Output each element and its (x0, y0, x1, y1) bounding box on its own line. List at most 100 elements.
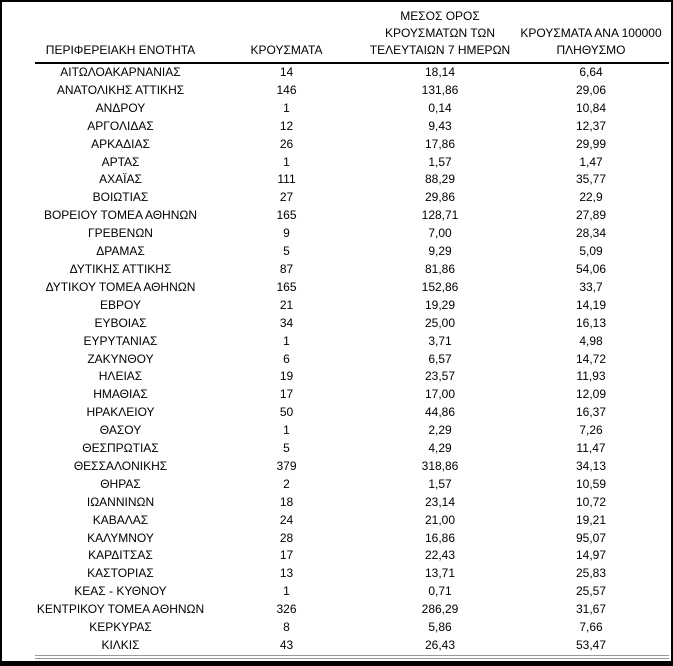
table-row: ΕΥΡΥΤΑΝΙΑΣ 1 3,71 4,98 (35, 333, 669, 351)
region-name-cell: ΔΥΤΙΚΗΣ ΑΤΤΙΚΗΣ (69, 261, 172, 276)
region-name-cell: ΗΜΑΘΙΑΣ (93, 387, 148, 402)
avg-7day-cell: 13,71 (424, 566, 456, 581)
cases-cell: 5 (283, 441, 290, 456)
table-row: ΗΛΕΙΑΣ 19 23,57 11,93 (35, 368, 669, 386)
per-100k-cell: 33,7 (579, 279, 603, 294)
region-name-cell: ΚΕΡΚΥΡΑΣ (89, 620, 152, 635)
avg-7day-cell: 9,29 (428, 244, 452, 259)
region-name-cell: ΘΑΣΟΥ (99, 423, 142, 438)
table-row: ΕΥΒΟΙΑΣ 34 25,00 16,13 (35, 315, 669, 333)
per-100k-cell: 31,67 (575, 602, 607, 617)
table-row: ΚΑΛΥΜΝΟΥ 28 16,86 95,07 (35, 530, 669, 548)
cases-cell: 5 (283, 244, 290, 259)
cases-cell: 6 (283, 351, 290, 366)
table-row: ΚΑΡΔΙΤΣΑΣ 17 22,43 14,97 (35, 547, 669, 565)
cases-cell: 17 (279, 387, 294, 402)
per-100k-cell: 25,57 (575, 584, 607, 599)
region-name-cell: ΔΥΤΙΚΟΥ ΤΟΜΕΑ ΑΘΗΝΩΝ (45, 279, 196, 294)
avg-7day-cell: 29,86 (424, 190, 456, 205)
column-header-region: ΠΕΡΙΦΕΡΕΙΑΚΗ ΕΝΟΤΗΤΑ (35, 8, 206, 64)
per-100k-cell: 6,64 (579, 65, 603, 79)
avg-7day-cell: 0,71 (428, 584, 452, 599)
per-100k-cell: 35,77 (575, 172, 607, 187)
table-row: ΑΡΓΟΛΙΔΑΣ 12 9,43 12,37 (35, 118, 669, 136)
per-100k-cell: 19,21 (575, 512, 607, 527)
per-100k-cell: 11,93 (576, 369, 606, 384)
table-row: ΖΑΚΥΝΘΟΥ 6 6,57 14,72 (35, 351, 669, 369)
cases-cell: 14 (279, 65, 294, 79)
column-header-per-100k: ΚΡΟΥΣΜΑΤΑ ΑΝΑ 100000 ΠΛΗΘΥΣΜΟ (513, 8, 669, 64)
region-name-cell: ΑΝΑΤΟΛΙΚΗΣ ΑΤΤΙΚΗΣ (56, 82, 185, 97)
region-name-cell: ΘΕΣΣΑΛΟΝΙΚΗΣ (73, 458, 168, 473)
table-row: ΚΑΣΤΟΡΙΑΣ 13 13,71 25,83 (35, 565, 669, 583)
table-row: ΔΡΑΜΑΣ 5 9,29 5,09 (35, 243, 669, 261)
per-100k-cell: 14,19 (575, 297, 607, 312)
avg-7day-cell: 318,86 (421, 458, 459, 473)
avg-7day-cell: 131,86 (421, 82, 459, 97)
per-100k-cell: 34,13 (575, 458, 607, 473)
region-name-cell: ΒΟΙΩΤΙΑΣ (92, 190, 149, 205)
per-100k-cell: 22,9 (579, 190, 603, 205)
per-100k-cell: 12,09 (575, 387, 607, 402)
region-name-cell: ΚΑΣΤΟΡΙΑΣ (87, 566, 154, 581)
region-name-cell: ΑΡΚΑΔΙΑΣ (91, 136, 150, 151)
cases-cell: 17 (279, 548, 294, 563)
region-name-cell: ΑΧΑΪΑΣ (99, 172, 142, 187)
per-100k-cell: 29,99 (575, 136, 607, 151)
table-row: ΑΙΤΩΛΟΑΚΑΡΝΑΝΙΑΣ 14 18,14 6,64 (35, 63, 669, 82)
avg-7day-cell: 4,29 (428, 441, 452, 456)
table-body: ΑΙΤΩΛΟΑΚΑΡΝΑΝΙΑΣ 14 18,14 6,64 ΑΝΑΤΟΛΙΚΗΣ ΑΤ… (35, 63, 669, 657)
region-name-cell: ΑΡΓΟΛΙΔΑΣ (87, 118, 154, 133)
avg-7day-cell: 1,57 (428, 154, 452, 169)
region-name-cell: ΚΙΛΚΙΣ (101, 638, 140, 652)
cases-cell: 28 (279, 530, 294, 545)
avg-7day-cell: 1,57 (428, 476, 452, 491)
cases-cell: 1 (283, 100, 290, 115)
per-100k-cell: 14,72 (575, 351, 607, 366)
per-100k-cell: 28,34 (575, 226, 607, 241)
table-row: ΙΩΑΝΝΙΝΩΝ 18 23,14 10,72 (35, 494, 669, 512)
avg-7day-cell: 17,00 (424, 387, 456, 402)
region-name-cell: ΑΝΔΡΟΥ (95, 100, 146, 115)
cases-cell: 26 (279, 136, 294, 151)
cases-cell: 1 (283, 154, 290, 169)
per-100k-cell: 5,09 (579, 244, 603, 259)
per-100k-cell: 27,89 (575, 208, 607, 223)
table-row: ΘΑΣΟΥ 1 2,29 7,26 (35, 422, 669, 440)
avg-7day-cell: 19,29 (424, 297, 456, 312)
region-name-cell: ΔΡΑΜΑΣ (96, 244, 145, 259)
region-name-cell: ΓΡΕΒΕΝΩΝ (88, 226, 153, 241)
avg-7day-cell: 9,43 (428, 118, 452, 133)
avg-7day-cell: 23,14 (424, 494, 456, 509)
table-row: ΒΟΙΩΤΙΑΣ 27 29,86 22,9 (35, 189, 669, 207)
table-row: ΔΥΤΙΚΗΣ ΑΤΤΙΚΗΣ 87 81,86 54,06 (35, 261, 669, 279)
region-name-cell: ΚΕΝΤΡΙΚΟΥ ΤΟΜΕΑ ΑΘΗΝΩΝ (36, 602, 205, 617)
table-row: ΒΟΡΕΙΟΥ ΤΟΜΕΑ ΑΘΗΝΩΝ 165 128,71 27,89 (35, 207, 669, 225)
cases-cell: 165 (276, 279, 297, 294)
cases-cell: 21 (279, 297, 294, 312)
avg-7day-cell: 23,57 (424, 369, 456, 384)
avg-7day-cell: 5,86 (428, 620, 452, 635)
avg-7day-cell: 128,71 (421, 208, 459, 223)
per-100k-cell: 1,47 (579, 154, 603, 169)
table-row: ΘΕΣΠΡΩΤΙΑΣ 5 4,29 11,47 (35, 440, 669, 458)
region-name-cell: ΚΑΛΥΜΝΟΥ (87, 530, 154, 545)
region-name-cell: ΘΗΡΑΣ (100, 476, 141, 491)
cases-cell: 13 (279, 566, 294, 581)
avg-7day-cell: 17,86 (424, 136, 456, 151)
cases-cell: 50 (279, 405, 294, 420)
region-name-cell: ΖΑΚΥΝΘΟΥ (87, 351, 154, 366)
per-100k-cell: 95,07 (575, 530, 607, 545)
per-100k-cell: 10,84 (575, 100, 607, 115)
cases-cell: 146 (276, 82, 297, 97)
cases-cell: 1 (283, 584, 290, 599)
cases-cell: 1 (283, 333, 290, 348)
cases-cell: 43 (279, 638, 294, 652)
per-100k-cell: 11,47 (576, 441, 606, 456)
avg-7day-cell: 22,43 (424, 548, 456, 563)
per-100k-cell: 14,97 (575, 548, 607, 563)
cases-cell: 87 (279, 261, 294, 276)
region-name-cell: ΙΩΑΝΝΙΝΩΝ (86, 494, 155, 509)
per-100k-cell: 29,06 (575, 82, 607, 97)
